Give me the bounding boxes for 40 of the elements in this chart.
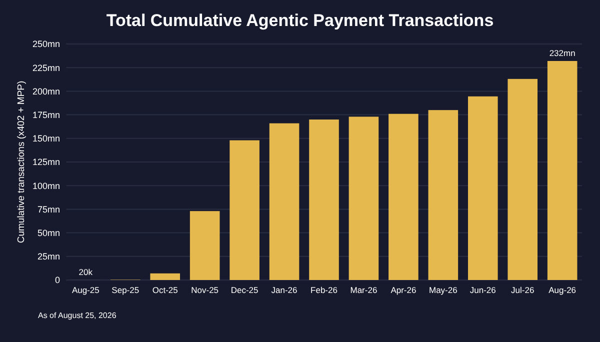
x-tick-label: Feb-26 <box>310 285 338 295</box>
text: As of August 25, 2026 <box>38 311 117 320</box>
bar <box>388 114 418 280</box>
y-tick-label: 75mn <box>37 204 60 214</box>
bar <box>190 211 220 280</box>
bar <box>150 273 180 280</box>
bar <box>230 140 260 280</box>
bar <box>428 110 458 280</box>
y-tick-label: 25mn <box>37 252 60 262</box>
x-tick-label: Jan-26 <box>271 285 298 295</box>
x-tick-label: Jun-26 <box>470 285 496 295</box>
y-tick-label: 200mn <box>32 86 60 96</box>
x-tick-label: Dec-25 <box>230 285 259 295</box>
x-tick-label: Jul-26 <box>511 285 534 295</box>
bar <box>508 78 538 280</box>
x-tick-label: Sep-25 <box>112 285 140 295</box>
x-tick-label: Aug-26 <box>548 285 576 295</box>
y-tick-label: 100mn <box>32 180 60 191</box>
chart-title: Total Cumulative Agentic Payment Transactions <box>106 11 494 30</box>
y-tick-label: 50mn <box>37 228 60 238</box>
data-label: 232mn <box>549 48 576 58</box>
x-tick-label: Oct-25 <box>152 285 178 295</box>
x-tick-label: Nov-25 <box>191 285 219 295</box>
y-tick-label: 125mn <box>32 157 60 168</box>
bar <box>348 116 379 280</box>
y-axis-title: Cumulative transactions (x402 + MPP) <box>16 80 27 244</box>
y-tick-label: 0 <box>54 275 60 286</box>
y-tick-label: 175mn <box>32 110 60 120</box>
y-tick-label: 225mn <box>32 62 60 73</box>
y-tick-label: 150mn <box>32 134 60 144</box>
bar <box>547 60 578 280</box>
x-tick-label: Mar-26 <box>350 285 378 295</box>
bar <box>309 120 339 280</box>
x-tick-label: Apr-26 <box>390 285 416 295</box>
bar <box>468 96 498 280</box>
y-tick-label: 250mn <box>32 39 60 50</box>
x-tick-label: May-26 <box>428 285 458 295</box>
x-tick-label: Aug-25 <box>72 285 100 295</box>
annotation: 20k <box>78 266 94 277</box>
bar <box>269 123 300 280</box>
